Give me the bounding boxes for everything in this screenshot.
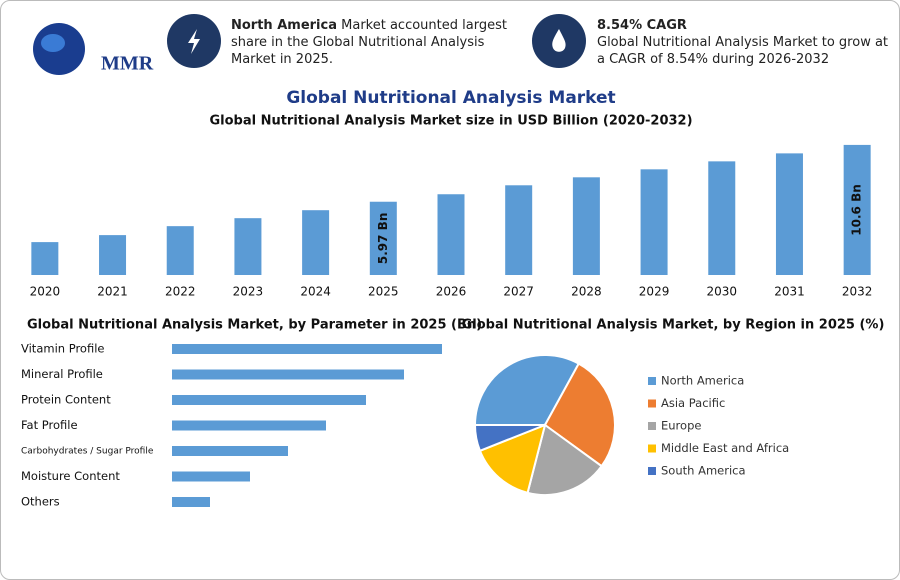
chart-title: Global Nutritional Analysis Market, by R…	[462, 318, 885, 333]
legend-swatch	[648, 422, 656, 430]
bar	[708, 161, 736, 275]
y-tick-label: Others	[21, 495, 60, 509]
pie-slice	[543, 362, 616, 468]
x-tick-label: 2030	[706, 285, 737, 299]
legend-label: South America	[661, 464, 746, 478]
pie-slice	[526, 423, 604, 496]
note: 8.54% CAGR Global Nutritional Analysis Ma…	[597, 17, 892, 68]
bar	[234, 218, 262, 275]
bar	[172, 420, 326, 431]
legend-swatch	[648, 444, 656, 453]
x-tick-label: 2026	[436, 285, 467, 299]
chart-title: Global Nutritional Analysis Market, by P…	[27, 318, 482, 333]
legend-swatch	[648, 377, 656, 385]
x-tick-label: 2021	[97, 285, 128, 299]
logo-text: MMR	[101, 53, 154, 75]
logo-land	[41, 34, 65, 52]
bar	[166, 226, 194, 275]
x-tick-label: 2029	[639, 285, 670, 299]
legend-swatch	[648, 467, 656, 475]
icon-drop	[552, 29, 566, 52]
x-tick-label: 2022	[165, 285, 196, 299]
chart-title: Global Nutritional Analysis Market size …	[209, 114, 692, 129]
note-text: Market accounted largest share in the Gl…	[231, 18, 507, 67]
legend-label: Middle East and Africa	[661, 441, 789, 455]
bar	[775, 153, 803, 275]
pie-slice	[478, 423, 547, 495]
bar	[172, 497, 210, 507]
x-tick-label: 2020	[30, 285, 61, 299]
bar	[172, 369, 404, 380]
bar	[505, 185, 533, 275]
main-title: Global Nutritional Analysis Market	[286, 88, 615, 108]
legend-swatch	[648, 399, 656, 408]
pie-slice	[473, 424, 546, 453]
y-tick-label: Mineral Profile	[21, 367, 103, 381]
x-tick-label: 2028	[571, 285, 602, 299]
x-tick-label: 2024	[300, 285, 331, 299]
y-tick-label: Vitamin Profile	[21, 342, 104, 356]
x-tick-label: 2023	[233, 285, 264, 299]
y-tick-label: Carbohydrates / Sugar Profile	[21, 447, 154, 457]
bar	[172, 344, 442, 354]
note-strong: North America	[231, 18, 337, 33]
x-tick-label: 2027	[503, 285, 534, 299]
x-tick-label: 2031	[774, 285, 805, 299]
note: North America Market accounted largest s…	[231, 17, 526, 68]
bar	[172, 446, 288, 456]
value-label: 5.97 Bn	[376, 213, 390, 264]
legend-label: North America	[661, 374, 744, 388]
x-tick-label: 2025	[368, 285, 399, 299]
note-text: Global Nutritional Analysis Market to gr…	[597, 35, 889, 67]
value-label: 10.6 Bn	[850, 184, 864, 235]
y-tick-label: Protein Content	[21, 393, 111, 407]
bar	[572, 177, 600, 275]
bar	[31, 242, 59, 275]
pie-slice	[473, 354, 581, 426]
bar	[437, 194, 465, 275]
bar	[172, 395, 366, 405]
bar	[302, 210, 330, 275]
x-tick-label: 2032	[842, 285, 873, 299]
bar	[172, 471, 250, 482]
bar	[640, 169, 668, 275]
bar	[99, 235, 127, 275]
bar	[843, 144, 871, 275]
bar	[369, 201, 397, 275]
y-tick-label: Fat Profile	[21, 418, 78, 432]
legend-label: Asia Pacific	[661, 396, 725, 410]
icon-bolt	[188, 29, 200, 54]
note-strong: 8.54% CAGR	[597, 18, 687, 33]
y-tick-label: Moisture Content	[21, 469, 120, 483]
legend-label: Europe	[661, 419, 701, 433]
